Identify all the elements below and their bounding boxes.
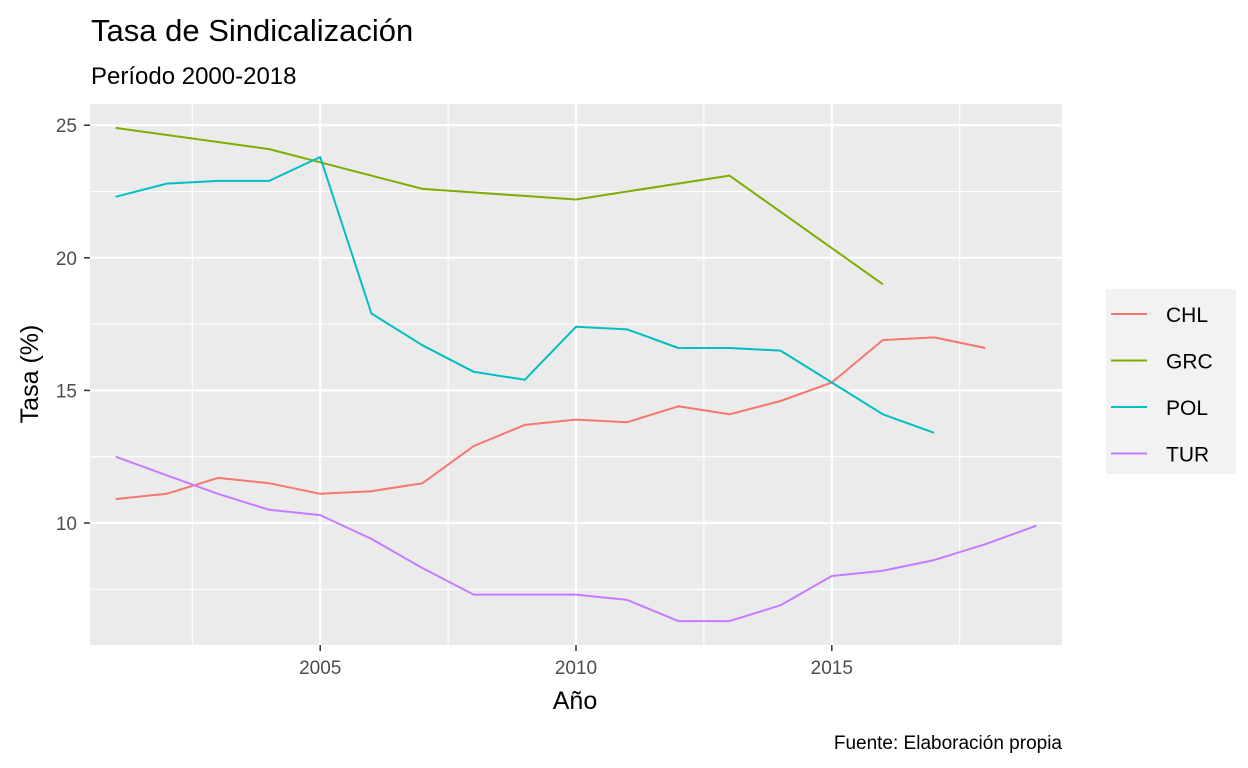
chart-subtitle: Período 2000-2018: [91, 63, 297, 90]
legend-label: TUR: [1166, 444, 1209, 467]
x-tick-label: 2005: [299, 658, 341, 679]
legend: CHL GRC POL TUR: [1106, 289, 1236, 474]
x-tick-label: 2010: [555, 658, 597, 679]
y-axis-title: Tasa (%): [16, 325, 44, 424]
y-tick-label: 15: [56, 381, 77, 402]
x-tick-label: 2015: [811, 658, 853, 679]
legend-label: GRC: [1166, 351, 1213, 374]
y-tick-label: 10: [56, 514, 77, 535]
chart-title: Tasa de Sindicalización: [91, 13, 413, 48]
x-axis: 2005 2010 2015: [299, 645, 853, 679]
y-tick-label: 20: [56, 249, 77, 270]
y-tick-label: 25: [56, 116, 77, 137]
y-axis: 10 15 20 25: [56, 116, 90, 535]
legend-label: POL: [1166, 397, 1208, 420]
chart-caption: Fuente: Elaboración propia: [834, 733, 1063, 754]
x-axis-title: Año: [553, 687, 597, 715]
legend-label: CHL: [1166, 304, 1208, 327]
